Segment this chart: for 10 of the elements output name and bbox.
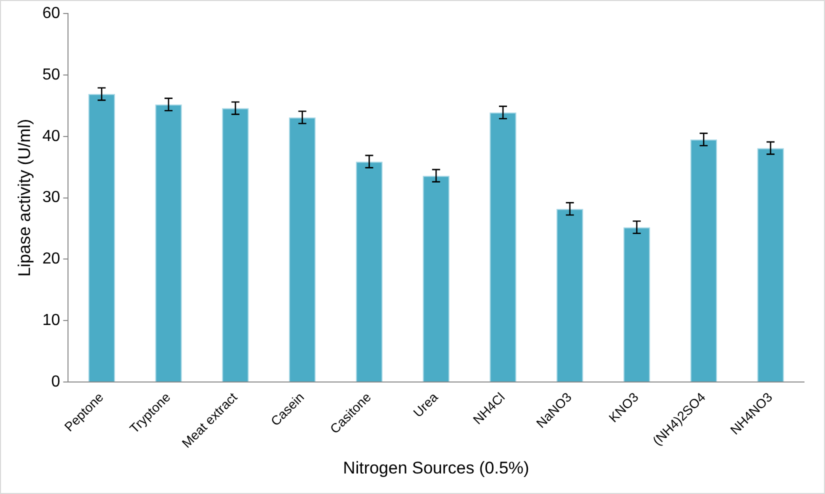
y-tick-label: 30 (42, 189, 60, 206)
y-tick-label: 20 (42, 250, 60, 268)
y-tick-label: 40 (42, 128, 60, 145)
y-tick-label: 10 (42, 312, 60, 329)
x-axis-title: Nitrogen Sources (0.5%) (343, 458, 530, 478)
x-tick-label: Urea (410, 389, 442, 420)
y-tick-label: 50 (42, 66, 60, 84)
y-axis-title: Lipase activity (U/ml) (14, 118, 34, 277)
y-tick-label: 0 (51, 373, 60, 390)
y-tick-label: 60 (42, 5, 60, 22)
